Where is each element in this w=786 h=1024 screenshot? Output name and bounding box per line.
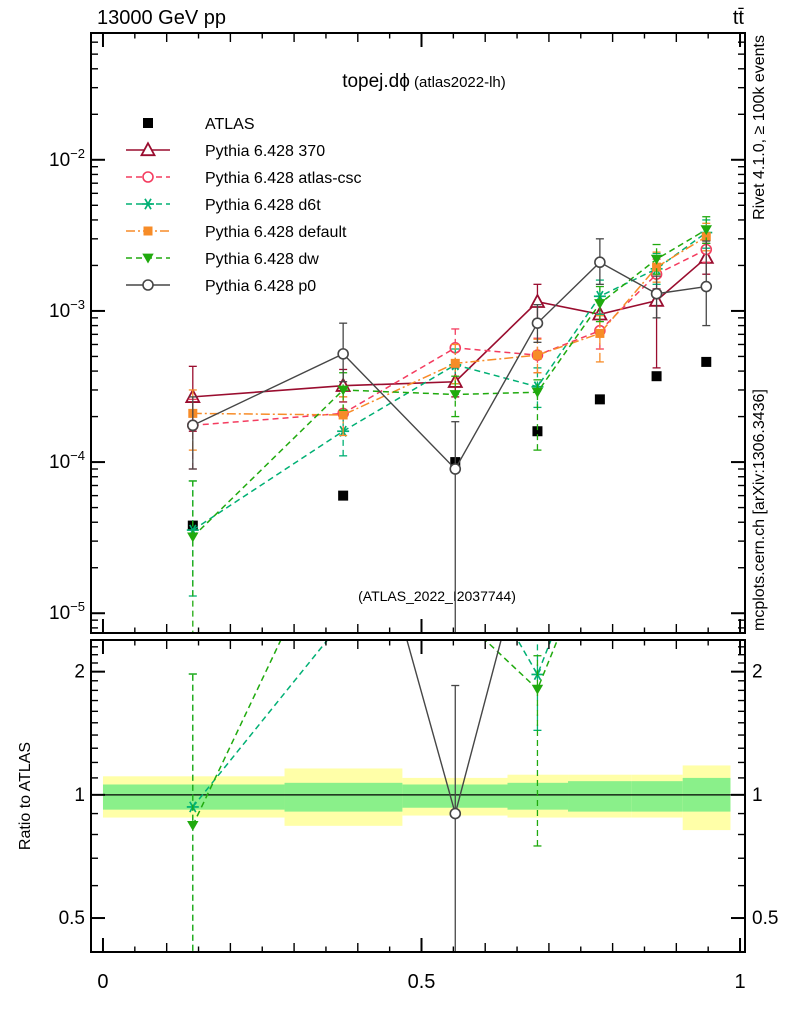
x-tick-label: 0 (97, 971, 108, 993)
main-y-tick-label: 10−5 (49, 599, 85, 624)
legend-item-label: ATLAS (205, 116, 255, 133)
ratio-band-green (568, 781, 632, 812)
legend-item-pythia-default: Pythia 6.428 default (126, 224, 347, 241)
axis-tick-labels: 10−2 10−3 10−4 10−5 0.5 0.5 1 1 2 2 0 0.5 1 (49, 146, 778, 993)
series-main-pythia-d6t (186, 219, 713, 597)
plot-title: topej.dϕ (atlas2022-lh) (342, 71, 506, 92)
ratio-uncertainty-bands (91, 765, 745, 831)
legend-item-pythia-370: Pythia 6.428 370 (126, 141, 325, 160)
legend-item-label: Pythia 6.428 d6t (205, 197, 321, 214)
series-ratio-pythia-d6t (186, 640, 552, 952)
ratio-y-tick-label-right: 1 (752, 785, 763, 806)
main-y-tick-label: 10−3 (49, 297, 85, 322)
legend-item-pythia-d6t: Pythia 6.428 d6t (126, 197, 321, 214)
plot-title-main: topej.dϕ (342, 71, 410, 92)
series-main-pythia-atlas-csc (187, 236, 713, 470)
legend-item-pythia-dw: Pythia 6.428 dw (126, 251, 319, 268)
series-ratio-pythia-370 (193, 444, 706, 590)
legend-item-label: Pythia 6.428 dw (205, 251, 319, 268)
mcplots-credit-note: mcplots.cern.ch [arXiv:1306.3436] (751, 389, 768, 631)
series-main-pythia-p0 (187, 238, 713, 633)
process-label: tt̄ (733, 7, 745, 29)
series-main-pythia-dw (187, 216, 712, 633)
ratio-y-tick-label-left: 2 (74, 662, 85, 683)
ratio-frame (90, 639, 746, 953)
legend: ATLAS Pythia 6.428 370 Pythia 6.428 atlas-… (126, 116, 362, 295)
series-ratio-pythia-dw (187, 640, 559, 952)
x-tick-label: 0.5 (408, 971, 436, 993)
legend-item-pythia-p0: Pythia 6.428 p0 (126, 278, 316, 295)
axis-ticks (91, 33, 745, 952)
plot-title-tag: (atlas2022-lh) (410, 74, 506, 91)
beam-energy-label: 13000 GeV pp (97, 7, 226, 29)
rivet-version-note: Rivet 4.1.0, ≥ 100k events (751, 35, 768, 220)
legend-item-atlas: ATLAS (143, 116, 255, 133)
ratio-y-tick-label-left: 1 (74, 785, 85, 806)
legend-item-label: Pythia 6.428 atlas-csc (205, 170, 362, 187)
legend-item-label: Pythia 6.428 370 (205, 143, 325, 160)
ratio-y-tick-label-left: 0.5 (59, 908, 85, 929)
ratio-band-green (631, 781, 683, 812)
main-y-tick-label: 10−4 (49, 448, 85, 473)
series-ratio-pythia-p0 (406, 640, 502, 952)
x-tick-label: 1 (734, 971, 745, 993)
series-main-atlas (187, 356, 712, 531)
legend-item-label: Pythia 6.428 default (205, 224, 347, 241)
ratio-band-green (284, 782, 403, 812)
main-frame (90, 32, 746, 634)
ratio-y-tick-label-right: 0.5 (752, 908, 778, 929)
ratio-axis-title: Ratio to ATLAS (17, 742, 34, 850)
series-main-pythia-370 (184, 242, 715, 432)
ratio-y-tick-label-right: 2 (752, 662, 763, 683)
watermark: (ATLAS_2022_I2037744) (358, 588, 516, 604)
main-y-tick-label: 10−2 (49, 146, 85, 171)
legend-item-pythia-atlas-csc: Pythia 6.428 atlas-csc (126, 170, 362, 187)
legend-item-label: Pythia 6.428 p0 (205, 278, 316, 295)
